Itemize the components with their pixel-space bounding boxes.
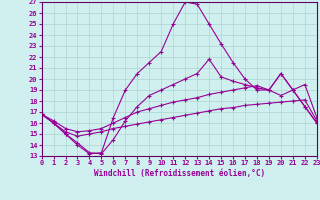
X-axis label: Windchill (Refroidissement éolien,°C): Windchill (Refroidissement éolien,°C) bbox=[94, 169, 265, 178]
